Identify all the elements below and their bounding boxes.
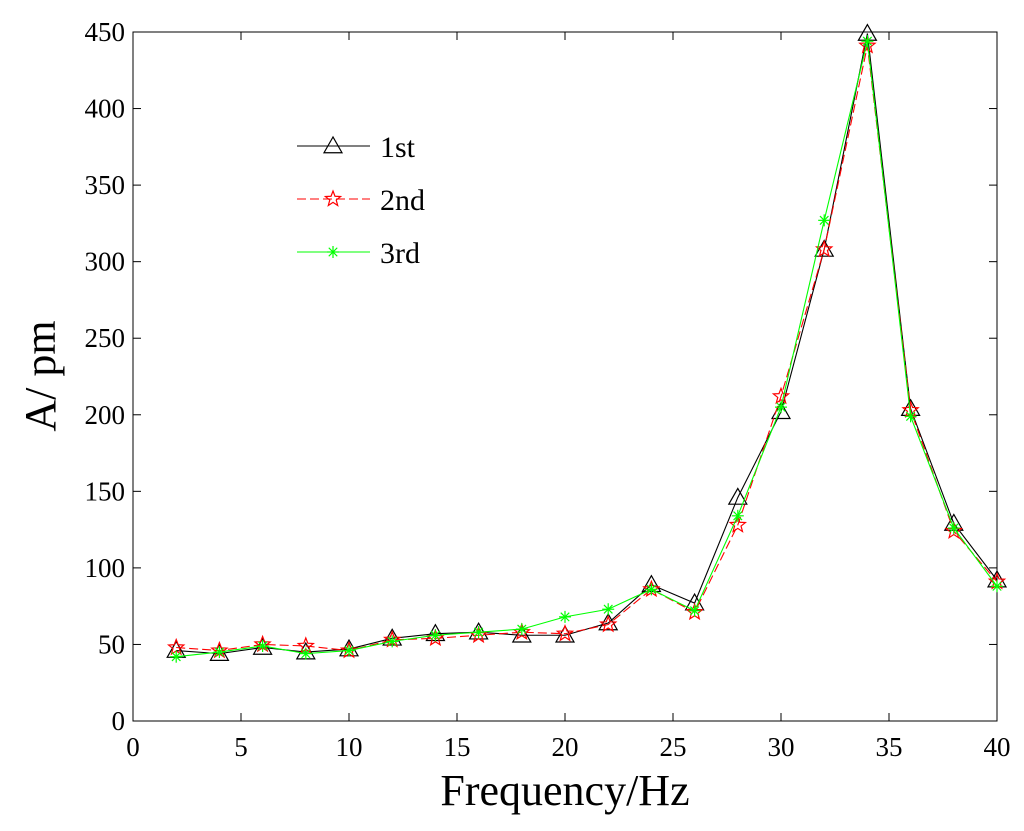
series-1st (166, 23, 1008, 661)
series-2nd (166, 36, 1007, 659)
y-axis-title: A/ pm (16, 320, 65, 431)
legend-item-3rd: 3rd (297, 237, 420, 270)
asterisk-stroke (819, 215, 829, 225)
y-tick-label: 200 (85, 400, 126, 430)
series-2nd-point (858, 36, 877, 54)
asterisk-stroke (171, 652, 181, 662)
asterisk-stroke (301, 648, 311, 659)
y-tick-label: 300 (85, 247, 126, 277)
legend-item-3rd-marker (327, 246, 339, 258)
asterisk-stroke (733, 511, 743, 521)
x-tick-label: 10 (336, 732, 363, 762)
series-1st-point (511, 625, 532, 643)
series-3rd-point (515, 623, 528, 636)
series-3rd-line (176, 41, 998, 658)
x-tick-label: 0 (126, 732, 140, 762)
legend-item-2nd-marker (323, 189, 343, 207)
asterisk-stroke (992, 581, 1002, 591)
series-2nd-point (598, 614, 618, 633)
legend: 1st 2nd 3rd (297, 131, 425, 270)
series-3rd-point (904, 410, 917, 423)
legend-item-2nd: 2nd (297, 184, 425, 217)
series-2nd-point (555, 624, 575, 642)
y-tick-label: 400 (85, 94, 126, 124)
asterisk-stroke (430, 630, 441, 640)
series-3rd-point (472, 626, 485, 639)
series-3rd-point (602, 603, 615, 616)
series-3rd-point (947, 522, 960, 535)
legend-item-1st: 1st (297, 131, 416, 164)
y-tick-label: 100 (85, 553, 126, 583)
asterisk-stroke (387, 636, 397, 647)
series-2nd-point (771, 386, 791, 405)
legend-item-2nd-label: 2nd (380, 184, 425, 217)
legend-item-3rd-label: 3rd (380, 237, 420, 270)
x-tick-label: 25 (660, 732, 687, 762)
x-tick-label: 15 (444, 732, 471, 762)
x-tick-label: 35 (876, 732, 903, 762)
asterisk-stroke (776, 402, 786, 412)
asterisk-stroke (328, 247, 338, 257)
series-3rd (170, 35, 1003, 663)
series-1st-point (727, 487, 748, 505)
asterisk-stroke (646, 584, 657, 594)
series-3rd-point (861, 35, 874, 48)
series-3rd-point (429, 629, 442, 642)
x-tick-label: 20 (552, 732, 579, 762)
x-axis: 0 5 10 15 20 25 30 35 40 (126, 32, 1011, 762)
y-tick-label: 0 (112, 706, 126, 736)
series-2nd-point (728, 515, 748, 533)
series-layer (166, 23, 1008, 663)
series-3rd-point (775, 401, 787, 414)
series-3rd-point (343, 644, 355, 657)
asterisk-stroke (949, 523, 959, 533)
series-3rd-point (559, 610, 571, 623)
series-3rd-point (299, 647, 312, 660)
series-2nd-line (176, 45, 998, 652)
series-1st-line (176, 33, 998, 655)
legend-item-1st-label: 1st (380, 131, 416, 164)
x-tick-label: 30 (768, 732, 795, 762)
series-3rd-point (386, 635, 399, 648)
y-tick-label: 250 (85, 323, 126, 353)
series-3rd-point (645, 583, 658, 596)
asterisk-stroke (517, 624, 527, 634)
series-3rd-point (213, 646, 226, 659)
y-tick-label: 350 (85, 170, 126, 200)
x-tick-label: 5 (234, 732, 248, 762)
asterisk-stroke (257, 641, 268, 651)
asterisk-stroke (905, 411, 916, 421)
asterisk-stroke (689, 606, 700, 616)
series-3rd-point (688, 604, 701, 617)
y-tick-label: 150 (85, 476, 126, 506)
series-3rd-point (256, 639, 269, 652)
series-3rd-point (991, 580, 1003, 593)
legend-item-1st-marker (322, 135, 344, 154)
asterisk-stroke (560, 612, 570, 622)
asterisk-stroke (344, 645, 354, 656)
asterisk-stroke (473, 627, 484, 637)
asterisk-stroke (603, 604, 613, 614)
x-tick-label: 40 (984, 732, 1011, 762)
x-axis-title: Frequency/Hz (440, 766, 689, 815)
asterisk-stroke (214, 647, 225, 657)
asterisk-stroke (862, 36, 873, 46)
series-3rd-point (170, 650, 183, 663)
series-3rd-point (731, 509, 744, 522)
y-axis: 0 50 100 150 200 250 300 350 400 450 (85, 17, 997, 736)
series-1st-point (814, 239, 835, 257)
series-3rd-point (818, 214, 831, 227)
y-tick-label: 450 (85, 17, 126, 47)
y-tick-label: 50 (98, 629, 125, 659)
